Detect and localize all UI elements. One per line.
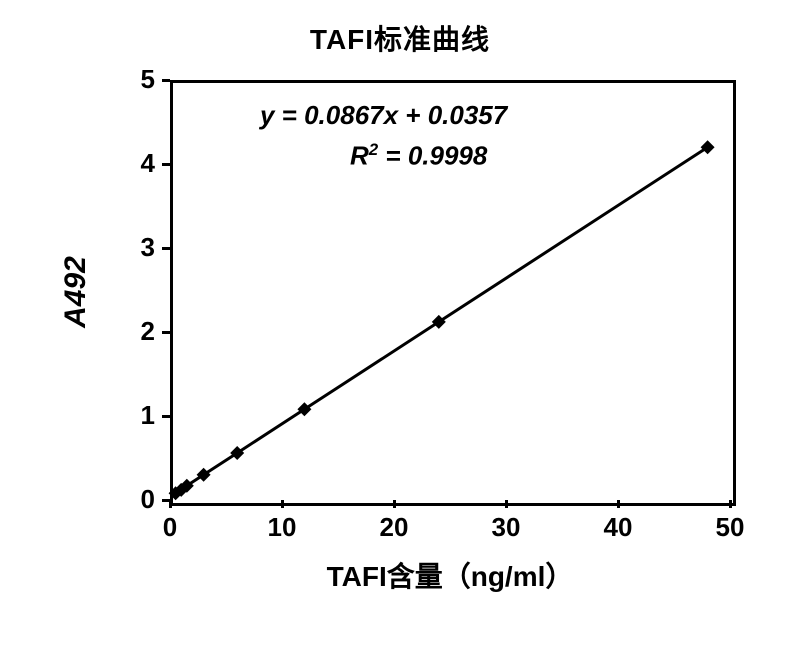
x-tick-mark [617, 500, 620, 508]
x-tick-label: 0 [145, 512, 195, 543]
x-tick-mark [281, 500, 284, 508]
chart-figure: TAFI标准曲线 A492 TAFI含量（ng/ml） y = 0.0867x … [0, 0, 800, 659]
y-tick-label: 4 [115, 148, 155, 179]
r2-superscript: 2 [369, 140, 378, 159]
y-tick-mark [162, 331, 170, 334]
y-tick-label: 5 [115, 64, 155, 95]
r2-value: = 0.9998 [378, 141, 487, 171]
equation-annotation: y = 0.0867x + 0.0357 [260, 100, 507, 131]
y-axis-label: A492 [59, 256, 93, 328]
y-tick-label: 3 [115, 232, 155, 263]
x-tick-mark [505, 500, 508, 508]
y-tick-mark [162, 247, 170, 250]
y-tick-label: 0 [115, 484, 155, 515]
y-tick-mark [162, 163, 170, 166]
y-tick-mark [162, 415, 170, 418]
x-tick-label: 20 [369, 512, 419, 543]
y-tick-label: 1 [115, 400, 155, 431]
r2-prefix: R [350, 141, 369, 171]
x-tick-label: 40 [593, 512, 643, 543]
x-tick-mark [729, 500, 732, 508]
x-tick-label: 10 [257, 512, 307, 543]
r2-annotation: R2 = 0.9998 [350, 140, 487, 172]
x-tick-mark [393, 500, 396, 508]
x-tick-label: 50 [705, 512, 755, 543]
x-axis-label: TAFI含量（ng/ml） [170, 555, 730, 595]
y-tick-mark [162, 79, 170, 82]
x-tick-label: 30 [481, 512, 531, 543]
y-tick-label: 2 [115, 316, 155, 347]
x-tick-mark [169, 500, 172, 508]
chart-title: TAFI标准曲线 [0, 18, 800, 58]
